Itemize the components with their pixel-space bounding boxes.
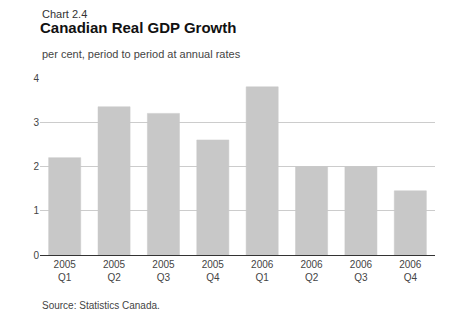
svg-text:per cent, period to period at: per cent, period to period at annual rat… [42,48,241,60]
svg-text:2006Q2: 2006Q2 [300,259,323,283]
svg-text:0: 0 [33,250,39,261]
svg-text:Source: Statistics Canada.: Source: Statistics Canada. [42,300,160,311]
svg-text:Chart 2.4: Chart 2.4 [42,8,87,20]
svg-text:2006Q4: 2006Q4 [399,259,422,283]
svg-text:Canadian Real GDP Growth: Canadian Real GDP Growth [40,19,236,36]
svg-text:1: 1 [33,205,39,216]
svg-text:2005Q2: 2005Q2 [103,259,126,283]
svg-text:4: 4 [33,73,39,84]
svg-text:2006Q3: 2006Q3 [350,259,373,283]
svg-text:3: 3 [33,117,39,128]
svg-text:2005Q1: 2005Q1 [54,259,77,283]
svg-text:2005Q3: 2005Q3 [152,259,175,283]
svg-text:2005Q4: 2005Q4 [202,259,225,283]
svg-text:2006Q1: 2006Q1 [251,259,274,283]
svg-text:2: 2 [33,161,39,172]
